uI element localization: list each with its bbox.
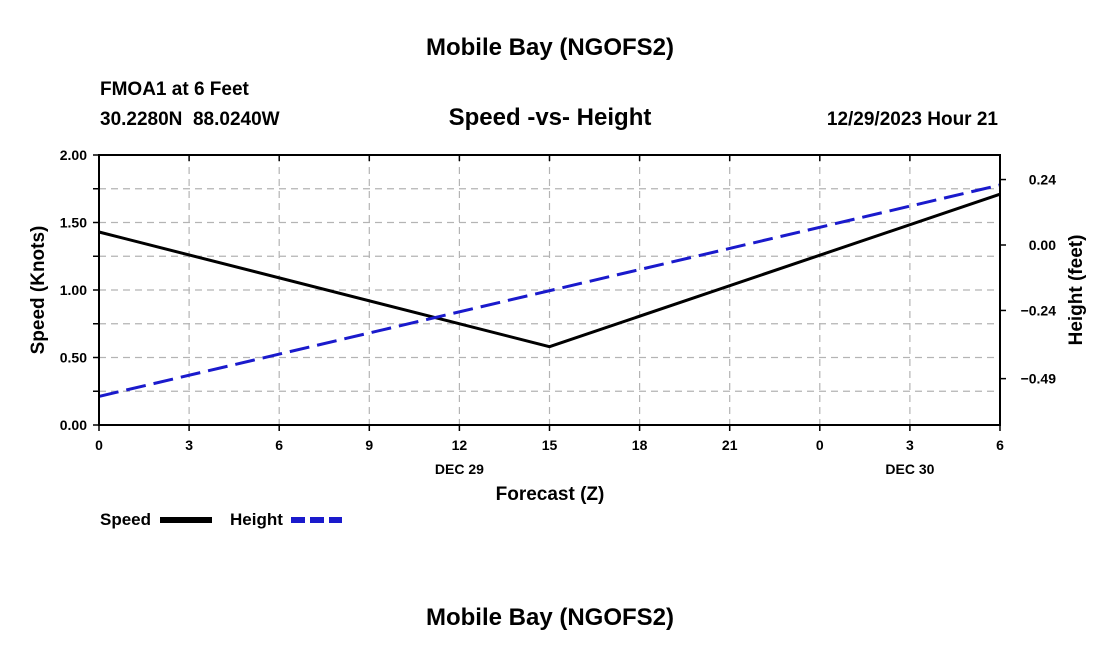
legend-label-height: Height [230,510,283,529]
bottom-title: Mobile Bay (NGOFS2) [426,604,674,631]
chart-title: Speed -vs- Height [449,104,652,131]
series-layer [98,183,1001,398]
y-axis-label: Speed (Knots) [28,226,49,355]
legend: Speed Height [100,510,342,529]
y-tick-label: 0.00 [60,417,87,433]
coordinates-label: 30.2280N 88.0240W [100,109,280,130]
y2-tick-label: −0.24 [1021,302,1057,318]
x-axis-label: Forecast (Z) [496,484,605,505]
x-tick-label: 6 [275,437,283,453]
x-tick-label: 6 [996,437,1004,453]
x-tick-label: 9 [365,437,373,453]
x-tick-label: 21 [722,437,738,453]
tick-labels: 0 3 6 9 12 15 18 21 0 3 6 DEC 29 DEC 30 0.00 0.50 1.00 1… [60,147,1056,477]
station-label: FMOA1 at 6 Feet [100,79,250,100]
y-tick-label: 2.00 [60,147,87,163]
y-tick-label: 1.00 [60,282,87,298]
x-tick-label: 3 [185,437,193,453]
x-tick-label: 15 [542,437,558,453]
x-tick-label: 0 [95,437,103,453]
y2-axis-label: Height (feet) [1066,235,1087,346]
series-line-height [98,183,1001,398]
x-tick-label: 12 [452,437,468,453]
y-tick-label: 1.50 [60,215,87,231]
y2-tick-label: 0.24 [1029,172,1056,188]
x-tick-label: 18 [632,437,648,453]
x-tick-label: 0 [816,437,824,453]
date-label: DEC 30 [885,461,934,477]
plot-frame [98,154,1001,426]
legend-label-speed: Speed [100,510,151,529]
x-tick-label: 3 [906,437,914,453]
date-hour-label: 12/29/2023 Hour 21 [827,109,999,130]
y2-tick-label: 0.00 [1029,237,1056,253]
date-label: DEC 29 [435,461,484,477]
y2-tick-label: −0.49 [1021,371,1057,387]
series-line-speed [98,192,1001,349]
main-title: Mobile Bay (NGOFS2) [426,34,674,61]
y-tick-label: 0.50 [60,350,87,366]
